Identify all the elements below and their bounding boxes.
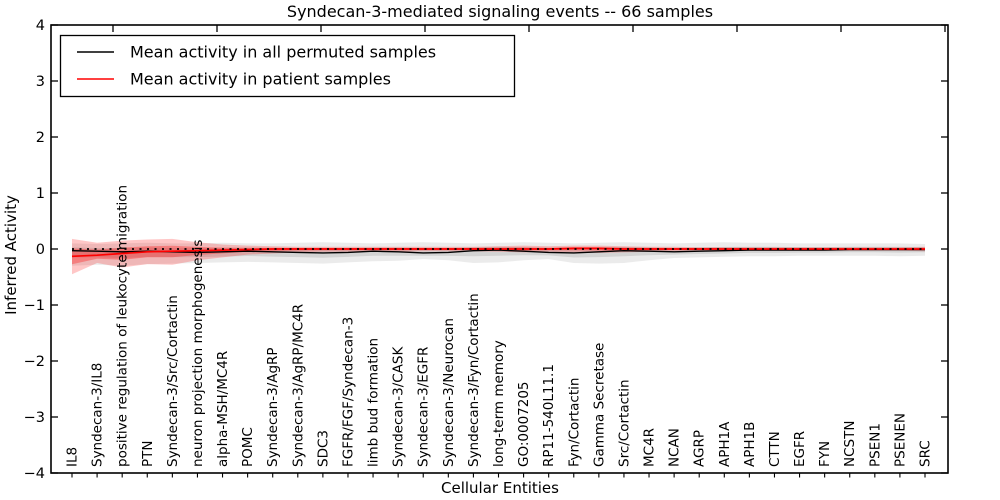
x-tick-label: Syndecan-3/Fyn/Cortactin bbox=[466, 293, 482, 467]
x-tick-labels: IL8 Syndecan-3/IL8 positive regulation of … bbox=[64, 185, 933, 467]
y-tick-label: −2 bbox=[24, 354, 45, 370]
x-tick-label: FGFR/FGF/Syndecan-3 bbox=[340, 317, 356, 467]
patient-band-outer bbox=[72, 238, 925, 275]
x-tick-label: POMC bbox=[240, 427, 256, 467]
x-tick-label: SDC3 bbox=[315, 430, 331, 467]
patient-mean-line bbox=[71, 247, 925, 258]
y-tick-label: −4 bbox=[24, 466, 45, 482]
legend: Mean activity in all permuted samples Me… bbox=[59, 34, 516, 98]
y-tick-label: 3 bbox=[36, 74, 45, 90]
x-tick-label: PTN bbox=[140, 441, 156, 468]
legend-box bbox=[59, 34, 516, 98]
y-tick-label: −1 bbox=[24, 298, 45, 314]
y-tick-labels: 4 3 2 1 0 −1 −2 −3 −4 bbox=[24, 18, 45, 482]
x-tick-label: APH1A bbox=[717, 421, 733, 467]
x-tick-label: neuron projection morphogenesis bbox=[190, 240, 206, 467]
x-tick-label: Syndecan-3/Src/Cortactin bbox=[165, 295, 181, 467]
legend-label-patient: Mean activity in patient samples bbox=[130, 70, 391, 89]
legend-label-permuted: Mean activity in all permuted samples bbox=[130, 43, 436, 62]
x-tick-label: IL8 bbox=[64, 447, 80, 467]
x-tick-label: PSEN1 bbox=[867, 423, 883, 467]
x-tick-label: AGRP bbox=[692, 430, 708, 467]
x-tick-label: Syndecan-3/AgRP/MC4R bbox=[290, 304, 306, 467]
x-tick-label: long-term memory bbox=[491, 340, 507, 467]
permuted-mean-line bbox=[71, 248, 925, 254]
x-tick-label: SRC bbox=[917, 440, 933, 467]
x-tick-label: Syndecan-3/CASK bbox=[391, 346, 407, 467]
x-tick-label: APH1B bbox=[742, 422, 758, 467]
x-tick-label: Src/Cortactin bbox=[616, 379, 632, 467]
x-tick-label: alpha-MSH/MC4R bbox=[215, 351, 231, 467]
x-axis-label: Cellular Entities bbox=[441, 479, 559, 497]
x-tick-label: EGFR bbox=[792, 431, 808, 467]
patient-band-inner bbox=[72, 245, 925, 265]
y-axis-label: Inferred Activity bbox=[2, 195, 20, 315]
y-tick-label: −3 bbox=[24, 410, 45, 426]
x-tick-label: NCSTN bbox=[842, 421, 858, 467]
x-tick-label: MC4R bbox=[641, 428, 657, 467]
x-tick-label: Syndecan-3/IL8 bbox=[90, 363, 106, 467]
chart-title: Syndecan-3-mediated signaling events -- … bbox=[287, 2, 713, 21]
x-tick-label: positive regulation of leukocyte migrati… bbox=[115, 185, 131, 467]
x-tick-label: PSENEN bbox=[892, 413, 908, 467]
y-tick-label: 4 bbox=[36, 18, 45, 34]
y-tick-label: 1 bbox=[36, 186, 45, 202]
mean-lines bbox=[71, 247, 925, 258]
x-tick-label: FYN bbox=[817, 441, 833, 467]
y-tick-label: 0 bbox=[36, 242, 45, 258]
x-tick-label: Syndecan-3/AgRP bbox=[265, 347, 281, 467]
x-tick-label: limb bud formation bbox=[366, 338, 382, 467]
x-tick-label: RP11-540L11.1 bbox=[541, 364, 557, 467]
x-tick-label: Syndecan-3/Neurocan bbox=[441, 318, 457, 467]
x-tick-label: Syndecan-3/EGFR bbox=[416, 347, 432, 467]
axis-ticks bbox=[51, 24, 948, 478]
x-tick-label: GO:0007205 bbox=[516, 381, 532, 467]
y-tick-label: 2 bbox=[36, 130, 45, 146]
x-tick-label: CTTN bbox=[767, 431, 783, 467]
x-tick-label: Fyn/Cortactin bbox=[566, 378, 582, 467]
x-tick-label: NCAN bbox=[667, 428, 683, 467]
x-tick-label: Gamma Secretase bbox=[591, 343, 607, 467]
